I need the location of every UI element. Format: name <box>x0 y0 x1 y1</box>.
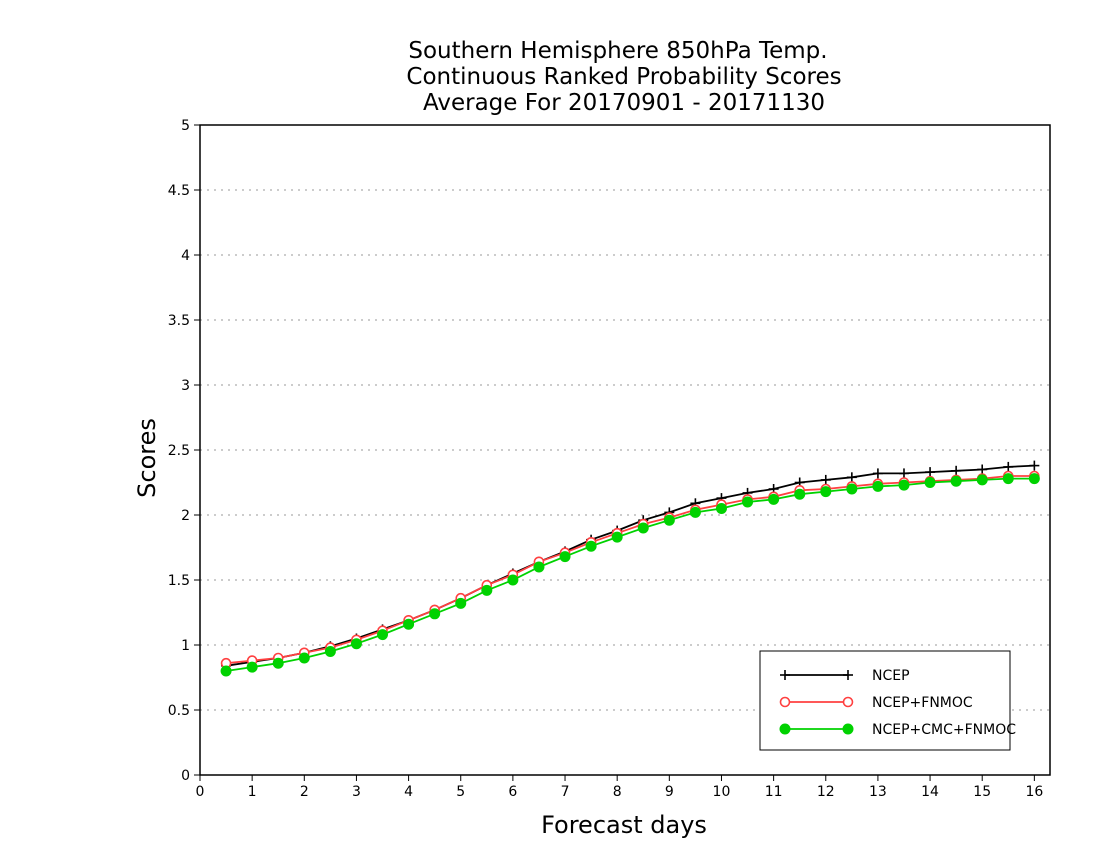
y-tick-label: 3.5 <box>168 313 190 329</box>
series-lines <box>220 460 1040 677</box>
data-point <box>925 467 936 478</box>
data-point <box>350 638 362 650</box>
data-point <box>924 477 936 488</box>
y-tick-label: 2.5 <box>168 443 190 459</box>
data-point <box>455 597 467 609</box>
y-tick-label: 3 <box>181 378 190 394</box>
data-point <box>1029 460 1040 471</box>
x-tick-label: 9 <box>665 784 674 800</box>
data-point <box>663 514 675 526</box>
x-tick-label: 16 <box>1025 784 1043 800</box>
x-tick-label: 14 <box>921 784 939 800</box>
legend-label: NCEP+FNMOC <box>872 695 973 711</box>
x-tick-label: 10 <box>713 784 731 800</box>
y-tick-label: 1 <box>181 638 190 654</box>
gridlines <box>200 189 1050 711</box>
legend-marker <box>843 670 853 680</box>
legend-marker <box>842 696 854 708</box>
data-point <box>794 488 806 500</box>
data-point <box>533 561 545 573</box>
y-tick-label: 4 <box>181 248 190 264</box>
data-point <box>611 531 623 543</box>
data-point <box>1003 461 1014 472</box>
legend-entry-ncep: NCEP <box>780 668 910 684</box>
x-tick-label: 15 <box>973 784 991 800</box>
legend-entry-ncep-fnmoc: NCEP+FNMOC <box>779 695 973 711</box>
data-point <box>768 493 780 505</box>
legend-marker <box>780 670 790 680</box>
y-tick-label: 1.5 <box>168 573 190 589</box>
y-tick-label: 5 <box>181 118 190 134</box>
series-ncep <box>221 460 1040 671</box>
x-tick-label: 1 <box>248 784 257 800</box>
data-point <box>272 657 284 669</box>
data-point <box>951 465 962 476</box>
data-point <box>742 496 754 508</box>
legend-label: NCEP+CMC+FNMOC <box>872 722 1016 738</box>
chart-title-line-3: Average For 20170901 - 20171130 <box>423 90 825 116</box>
y-tick-label: 2 <box>181 508 190 524</box>
series-ncep-cmc-fnmoc <box>220 473 1040 677</box>
x-tick-label: 13 <box>869 784 887 800</box>
data-point <box>820 474 831 485</box>
legend: NCEP NCEP+FNMOC NCEP+CMC+FNMOC <box>759 650 1016 751</box>
y-tick-label: 0 <box>181 768 190 784</box>
x-tick-label: 7 <box>561 784 570 800</box>
series-ncep-fnmoc <box>220 470 1040 669</box>
data-point <box>220 665 232 677</box>
data-point <box>846 472 857 483</box>
data-point <box>377 629 389 641</box>
data-point <box>637 522 649 534</box>
data-point <box>872 480 884 492</box>
x-tick-label: 8 <box>613 784 622 800</box>
data-point <box>820 486 832 498</box>
x-tick-label: 11 <box>765 784 783 800</box>
data-point <box>898 479 910 491</box>
series-line-ncep <box>225 464 1035 667</box>
legend-marker <box>842 723 854 735</box>
x-tick-label: 5 <box>456 784 465 800</box>
data-point <box>559 551 571 563</box>
data-point <box>1002 473 1014 485</box>
data-point <box>846 483 858 495</box>
data-point <box>872 468 883 479</box>
y-axis-label: Scores <box>133 418 161 498</box>
data-point <box>715 503 727 514</box>
y-tick-label: 0.5 <box>168 703 190 719</box>
data-point <box>898 468 909 479</box>
data-point <box>585 540 597 552</box>
axis-ticks: 00.511.522.533.544.550 1 2 3 4 5 6 7 8 9 10 11 12 13 1… <box>168 118 1044 800</box>
x-tick-label: 2 <box>300 784 309 800</box>
chart-title-line-1: Southern Hemisphere 850hPa Temp. <box>408 38 827 64</box>
legend-box <box>759 650 1011 751</box>
x-tick-label: 12 <box>817 784 835 800</box>
chart-title-line-2: Continuous Ranked Probability Scores <box>406 64 841 90</box>
x-tick-label: 3 <box>352 784 361 800</box>
data-point <box>507 574 519 586</box>
data-point <box>1028 473 1040 485</box>
data-point <box>324 646 336 657</box>
data-point <box>246 661 258 673</box>
data-point <box>481 584 493 596</box>
x-tick-label: 4 <box>404 784 413 800</box>
data-point <box>977 464 988 475</box>
data-point <box>976 474 988 486</box>
legend-marker <box>779 723 791 735</box>
data-point <box>298 652 310 664</box>
series-line-ncep-fnmoc <box>226 475 1035 665</box>
x-tick-label: 6 <box>508 784 517 800</box>
data-point <box>689 506 701 518</box>
y-tick-label: 4.5 <box>168 183 190 199</box>
legend-marker <box>779 696 791 708</box>
legend-label: NCEP <box>872 668 910 684</box>
x-axis-label: Forecast days <box>541 811 707 839</box>
x-tick-label: 0 <box>196 784 205 800</box>
data-point <box>403 618 415 630</box>
legend-entry-ncep-cmc-fnmoc: NCEP+CMC+FNMOC <box>779 722 1016 738</box>
data-point <box>950 475 962 487</box>
data-point <box>429 608 441 620</box>
